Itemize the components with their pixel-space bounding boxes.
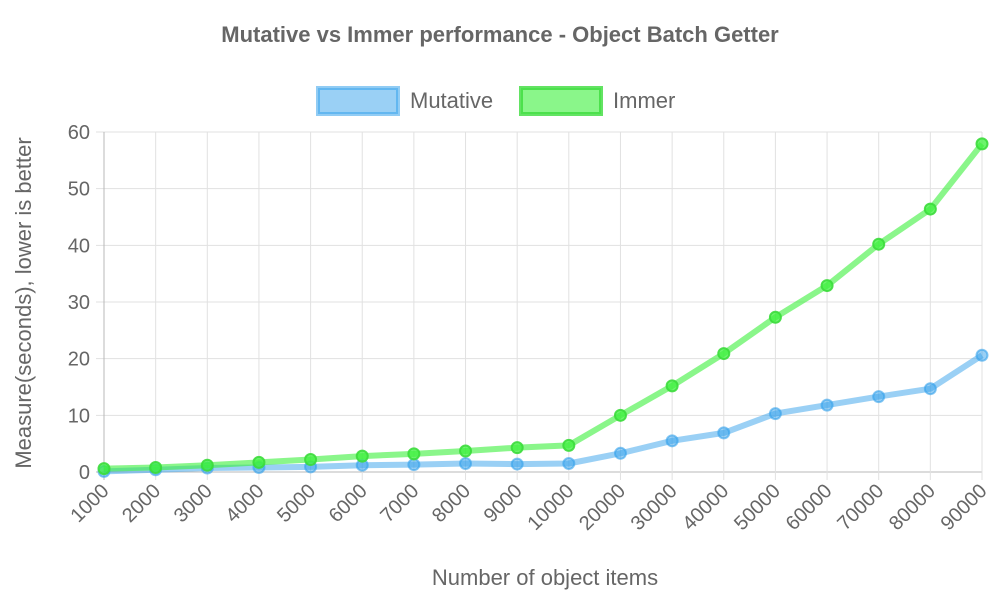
y-axis-ticks: 0 10 20 30 40 50 60 (68, 122, 90, 484)
series-layer (97, 137, 989, 478)
data-point-immer[interactable] (665, 379, 679, 393)
data-point-immer[interactable] (872, 237, 886, 251)
data-point-mutative[interactable] (562, 457, 576, 470)
data-point-mutative[interactable] (923, 382, 937, 396)
x-tick-label: 9000 (480, 480, 527, 527)
y-tick-label: 20 (68, 349, 90, 371)
x-tick-label: 2000 (118, 480, 165, 527)
y-tick-label: 10 (68, 405, 90, 427)
data-point-mutative[interactable] (717, 426, 731, 440)
x-tick-label: 20000 (575, 480, 630, 535)
y-tick-label: 0 (79, 462, 90, 484)
legend-swatch-immer[interactable] (519, 86, 603, 116)
data-point-immer[interactable] (923, 202, 937, 216)
data-point-mutative[interactable] (975, 348, 989, 362)
data-point-immer[interactable] (97, 462, 111, 476)
series-immer (97, 137, 989, 476)
x-tick-label: 5000 (273, 480, 320, 527)
data-point-immer[interactable] (407, 447, 421, 461)
data-point-immer[interactable] (613, 408, 627, 422)
legend-swatch-mutative[interactable] (316, 86, 400, 116)
legend-label-immer[interactable]: Immer (613, 88, 675, 113)
data-point-immer[interactable] (149, 460, 163, 474)
y-tick-label: 30 (68, 292, 90, 314)
data-point-immer[interactable] (355, 449, 369, 463)
x-tick-label: 90000 (937, 480, 992, 535)
x-tick-label: 50000 (730, 480, 785, 535)
data-point-immer[interactable] (459, 444, 473, 458)
series-mutative (97, 348, 989, 478)
series-line-immer (103, 142, 985, 472)
data-point-immer[interactable] (200, 458, 214, 472)
y-tick-label: 60 (68, 122, 90, 144)
x-tick-label: 8000 (428, 480, 475, 527)
data-point-immer[interactable] (717, 347, 731, 361)
data-point-immer[interactable] (562, 438, 576, 452)
data-point-mutative[interactable] (768, 407, 782, 421)
x-tick-label: 1000 (67, 480, 114, 527)
data-point-mutative[interactable] (407, 458, 421, 472)
data-point-mutative[interactable] (459, 457, 473, 470)
data-point-mutative[interactable] (872, 390, 886, 404)
x-tick-label: 10000 (523, 480, 578, 535)
x-tick-label: 30000 (627, 480, 682, 535)
y-tick-label: 50 (68, 179, 90, 201)
y-tick-label: 40 (68, 235, 90, 257)
data-point-mutative[interactable] (665, 434, 679, 448)
data-point-mutative[interactable] (613, 446, 627, 460)
gridlines (96, 131, 983, 480)
x-tick-label: 70000 (833, 480, 888, 535)
data-point-immer[interactable] (975, 137, 989, 151)
x-tick-label: 4000 (221, 480, 268, 527)
data-point-immer[interactable] (510, 441, 524, 455)
x-tick-label: 3000 (170, 480, 217, 527)
x-tick-label: 60000 (782, 480, 837, 535)
legend-label-mutative[interactable]: Mutative (410, 88, 493, 113)
x-tick-label: 7000 (376, 480, 423, 527)
legend: Mutative Immer (316, 86, 675, 116)
data-point-immer[interactable] (768, 310, 782, 324)
x-tick-label: 6000 (325, 480, 372, 527)
x-axis-title: Number of object items (432, 565, 658, 590)
x-tick-label: 80000 (885, 480, 940, 535)
data-point-immer[interactable] (820, 279, 834, 293)
data-point-mutative[interactable] (510, 457, 524, 471)
series-line-mutative (103, 352, 984, 475)
x-axis-ticks: 1000 2000 3000 4000 5000 6000 7000 8000 90001000… (67, 480, 992, 535)
data-point-immer[interactable] (304, 453, 318, 467)
x-tick-label: 40000 (678, 480, 733, 535)
chart-title: Mutative vs Immer performance - Object B… (221, 22, 779, 47)
y-axis-title: Measure(seconds), lower is better (11, 137, 36, 468)
data-point-immer[interactable] (252, 455, 266, 469)
data-point-mutative[interactable] (820, 398, 834, 412)
